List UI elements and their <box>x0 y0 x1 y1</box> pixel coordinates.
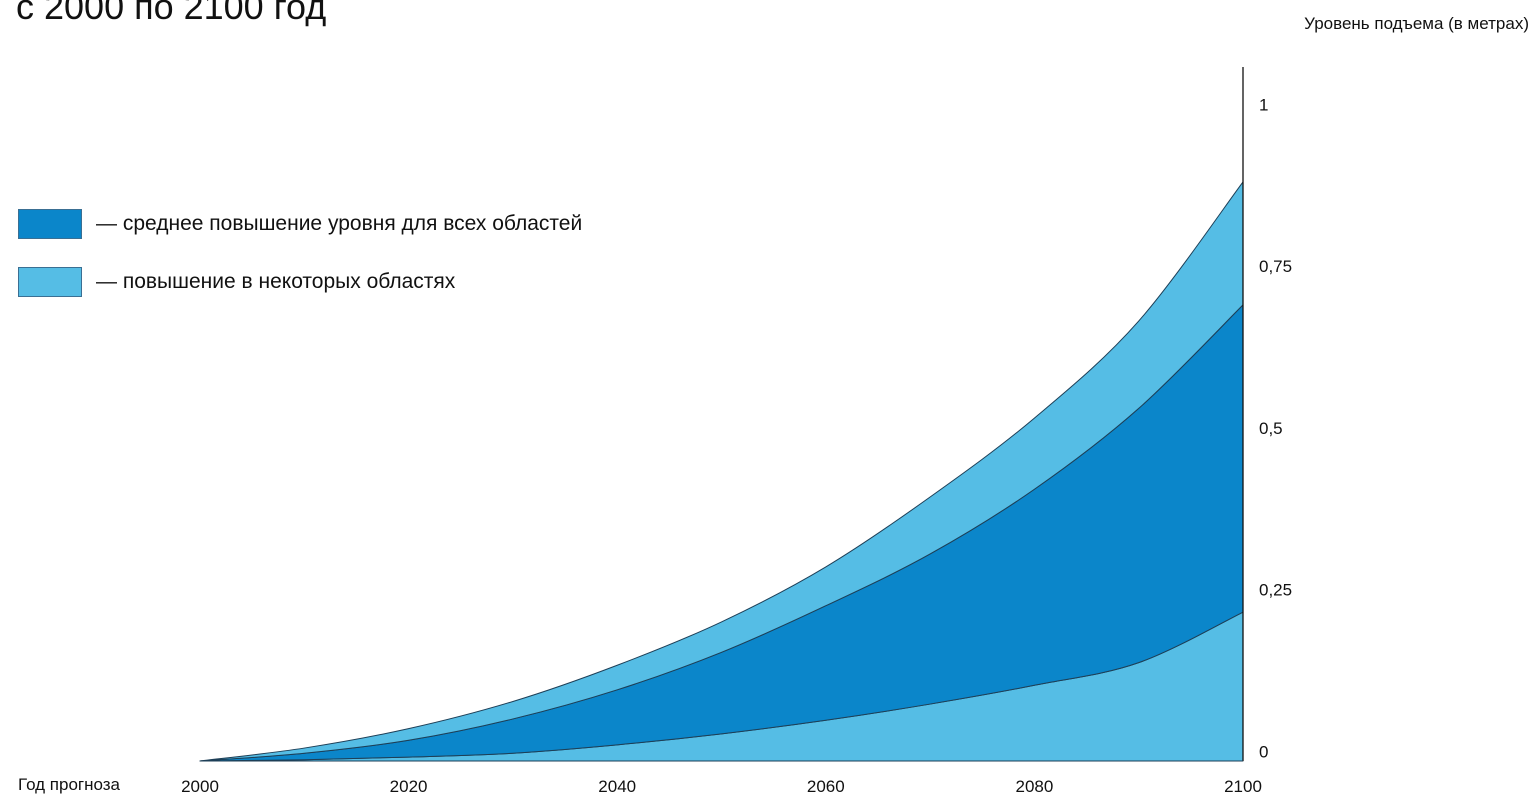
legend: — среднее повышение уровня для всех обла… <box>18 207 582 323</box>
chart-ticks: 0 0,25 0,5 0,75 1 2000 2020 2040 2060 2080 2100 <box>181 95 1292 796</box>
legend-item-mean: — среднее повышение уровня для всех обла… <box>18 207 582 241</box>
y-tick-label: 1 <box>1259 95 1268 114</box>
legend-item-regional: — повышение в некоторых областях <box>18 265 582 299</box>
y-axis-label: Уровень подъема (в метрах) <box>1304 14 1529 33</box>
legend-label-regional: — повышение в некоторых областях <box>96 270 456 293</box>
x-axis-label: Год прогноза <box>18 775 121 794</box>
legend-swatch-mean <box>18 209 82 239</box>
legend-label-mean: — среднее повышение уровня для всех обла… <box>96 212 583 235</box>
y-tick-label: 0 <box>1259 742 1268 761</box>
y-tick-label: 0,25 <box>1259 581 1292 600</box>
x-tick-label: 2040 <box>598 777 636 796</box>
chart-areas <box>199 181 1244 762</box>
y-tick-label: 0,75 <box>1259 257 1292 276</box>
x-tick-label: 2080 <box>1015 777 1053 796</box>
x-tick-label: 2020 <box>390 777 428 796</box>
chart-title: с 2000 по 2100 год <box>16 0 327 27</box>
legend-swatch-regional <box>18 267 82 297</box>
y-tick-label: 0,5 <box>1259 419 1283 438</box>
x-tick-label: 2060 <box>807 777 845 796</box>
x-tick-label: 2100 <box>1224 777 1262 796</box>
x-tick-label: 2000 <box>181 777 219 796</box>
chart-axis <box>200 67 1244 762</box>
